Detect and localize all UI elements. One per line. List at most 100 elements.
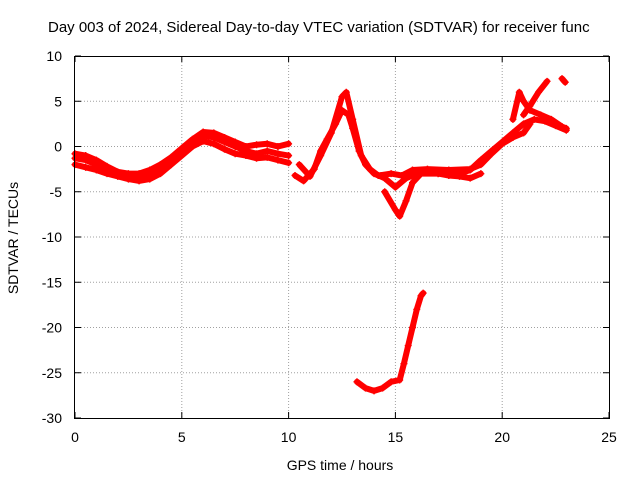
data-point [263,147,271,155]
data-point [300,177,308,185]
data-point [338,93,346,101]
data-point [370,387,378,395]
data-point [477,170,485,178]
series-track-h [520,77,551,119]
series-track-j [353,289,427,395]
data-point [274,143,282,150]
data-point [400,360,408,368]
y-tick-label: 5 [54,93,62,109]
data-point [408,179,416,187]
series-band [520,78,551,118]
data-point [526,102,534,110]
data-point [349,115,357,123]
axis-ticks: 0 5 10 15 20 25 10 5 0 -5 -10 -15 -20 -25 -30 [42,48,617,445]
data-point [509,129,517,137]
data-point [366,165,374,173]
data-point [188,135,196,143]
data-point [515,88,523,96]
data-point [413,305,421,313]
series-band [296,89,533,180]
y-tick-label: -20 [42,320,62,336]
data-point [82,163,90,171]
data-point [103,170,111,178]
data-point [317,152,325,160]
data-point [357,152,365,160]
data-point [417,170,425,178]
data-point [353,378,361,386]
data-point [103,162,111,170]
data-point [92,166,100,174]
data-point [231,138,239,146]
data-point [558,123,566,131]
data-point [434,170,442,178]
data-point [562,124,570,132]
data-point [509,115,517,123]
data-point [285,140,293,148]
y-tick-label: -30 [42,410,62,426]
series-track-b [71,137,293,185]
data-point [537,111,545,119]
data-point [167,153,175,161]
x-tick-label: 25 [601,429,617,445]
data-point [263,140,271,148]
data-point [379,384,387,392]
data-point [387,378,395,386]
series-track-i [558,75,569,86]
series-track-d [291,106,485,191]
x-tick-label: 15 [388,429,404,445]
data-point [477,156,485,164]
data-point [199,137,207,145]
data-point [391,206,399,214]
series-band [509,89,570,132]
data-point [466,174,474,182]
x-tick-label: 10 [281,429,297,445]
data-point [253,154,261,162]
data-point [408,166,416,174]
y-axis-label: SDTVAR / TECUs [5,182,21,294]
data-point [558,75,566,83]
data-point [398,171,406,179]
plot-frame [74,56,610,419]
data-point [530,115,538,123]
data-point [396,376,404,384]
x-tick-label: 5 [178,429,186,445]
data-point [199,128,207,136]
data-point [285,159,293,167]
data-point [221,145,229,153]
x-axis-label: GPS time / hours [287,457,394,473]
data-point [221,133,229,141]
chart-title: Day 003 of 2024, Sidereal Day-to-day VTE… [48,19,590,36]
data-point [295,161,303,169]
data-point [210,129,218,137]
data-point [156,170,164,178]
data-point [135,170,143,178]
y-tick-label: -25 [42,365,62,381]
data-point [188,143,196,150]
data-point [381,188,389,196]
x-tick-label: 0 [71,429,79,445]
data-point [419,289,427,297]
data-point [135,177,143,185]
data-point [327,129,335,137]
data-point [253,141,261,149]
data-point [263,153,271,161]
data-point [466,166,474,174]
data-point [387,170,395,178]
data-point [242,143,250,150]
data-point [146,175,154,183]
data-point [156,161,164,169]
data-point [291,171,299,179]
data-point [231,150,239,158]
data-point [82,152,90,160]
data-series [71,75,570,395]
data-point [543,77,551,85]
data-point [114,168,122,176]
data-point [242,152,250,160]
data-point [520,129,528,137]
data-point [274,150,282,158]
y-tick-label: 0 [54,139,62,155]
data-point [402,197,410,205]
data-point [178,152,186,160]
data-point [547,115,555,123]
